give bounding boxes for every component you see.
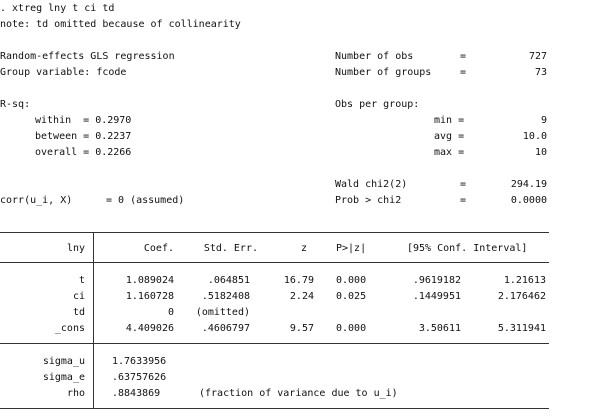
avg-label: avg = xyxy=(434,131,465,142)
max-label: max = xyxy=(434,147,465,158)
rsq-label: R-sq: xyxy=(0,99,31,110)
rho-value: .8843869 xyxy=(112,388,161,399)
row-name: t xyxy=(78,275,85,286)
row-ci-upper: 2.176462 xyxy=(497,291,546,302)
p-header: P>|z| xyxy=(336,243,367,254)
row-coef: 0 xyxy=(167,307,174,318)
corr-label: corr(u_i, X) xyxy=(0,195,73,206)
ngroups-eq: = xyxy=(460,67,467,78)
rsq-within: within = 0.2970 xyxy=(35,115,132,126)
max-value: 10 xyxy=(534,147,547,158)
ngroups-label: Number of groups xyxy=(335,67,432,78)
ci-header: [95% Conf. Interval] xyxy=(407,243,528,254)
row-coef: 4.409026 xyxy=(125,323,174,334)
row-ci-lower: 3.50611 xyxy=(418,323,461,334)
rho-note: (fraction of variance due to u_i) xyxy=(199,388,398,399)
row-coef: 1.160728 xyxy=(125,291,174,302)
wald-label: Wald chi2(2) xyxy=(335,179,408,190)
row-p: 0.000 xyxy=(336,323,367,334)
row-z: 16.79 xyxy=(283,275,314,286)
prob-eq: = xyxy=(460,195,467,206)
min-label: min = xyxy=(434,115,465,126)
row-p: 0.000 xyxy=(336,275,367,286)
row-ci-lower xyxy=(390,307,461,319)
corr-value: = 0 (assumed) xyxy=(106,195,185,206)
rsq-overall: overall = 0.2266 xyxy=(35,147,132,158)
row-z: 9.57 xyxy=(289,323,314,334)
obs-per-group-label: Obs per group: xyxy=(335,99,420,110)
se-header: Std. Err. xyxy=(203,243,258,254)
coef-header: Coef. xyxy=(143,243,174,254)
sigma-u-value: 1.7633956 xyxy=(112,356,167,367)
collinearity-note: note: td omitted because of collinearity xyxy=(0,19,241,30)
rsq-between: between = 0.2237 xyxy=(35,131,132,142)
ngroups-value: 73 xyxy=(534,67,547,78)
row-ci-lower: .1449951 xyxy=(412,291,461,302)
row-name: _cons xyxy=(54,323,85,334)
row-se: .064851 xyxy=(207,275,250,286)
row-se: (omitted) xyxy=(195,307,250,318)
row-z xyxy=(260,307,314,319)
rho-label: rho xyxy=(66,388,85,399)
wald-eq: = xyxy=(460,179,467,190)
row-ci-upper: 5.311941 xyxy=(497,323,546,334)
row-ci-upper xyxy=(470,307,546,319)
table-header-rule xyxy=(0,262,549,263)
prob-label: Prob > chi2 xyxy=(335,195,402,206)
table-column-divider xyxy=(93,232,94,409)
sigma-u-label: sigma_u xyxy=(42,356,85,367)
row-name: ci xyxy=(72,291,85,302)
depvar-header: lny xyxy=(66,243,85,254)
row-z: 2.24 xyxy=(289,291,314,302)
prob-value: 0.0000 xyxy=(510,195,547,206)
min-value: 9 xyxy=(540,115,547,126)
table-bottom-rule xyxy=(0,408,549,409)
row-se: .5182408 xyxy=(201,291,250,302)
row-ci-lower: .9619182 xyxy=(412,275,461,286)
row-coef: 1.089024 xyxy=(125,275,174,286)
nobs-label: Number of obs xyxy=(335,51,414,62)
row-ci-upper: 1.21613 xyxy=(503,275,546,286)
avg-value: 10.0 xyxy=(522,131,547,142)
sigma-e-label: sigma_e xyxy=(42,372,85,383)
model-title: Random-effects GLS regression xyxy=(0,51,175,62)
row-p: 0.025 xyxy=(336,291,367,302)
sigma-e-value: .63757626 xyxy=(112,372,167,383)
wald-value: 294.19 xyxy=(510,179,547,190)
z-header: z xyxy=(300,243,307,254)
nobs-value: 727 xyxy=(528,51,547,62)
group-variable: Group variable: fcode xyxy=(0,67,127,78)
row-se: .4606797 xyxy=(201,323,250,334)
table-mid-rule xyxy=(0,343,549,344)
nobs-eq: = xyxy=(460,51,467,62)
row-name: td xyxy=(72,307,85,318)
command-line: . xtreg lny t ci td xyxy=(0,3,115,14)
table-top-rule xyxy=(0,232,549,233)
